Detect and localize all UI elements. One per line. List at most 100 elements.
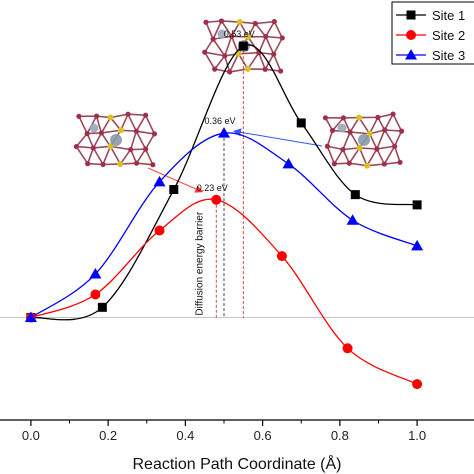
bond: [92, 147, 104, 165]
bond: [255, 20, 275, 25]
atom: [117, 161, 124, 168]
barrier-annotation: Diffusion energy barrier: [194, 211, 205, 315]
atom: [128, 146, 134, 153]
molecule-illustrations: [73, 18, 405, 169]
bond: [358, 147, 368, 166]
bond: [264, 53, 275, 70]
bond: [376, 145, 395, 150]
atom: [133, 160, 140, 166]
adatom: [89, 123, 99, 133]
bond: [349, 131, 361, 149]
atom: [252, 20, 258, 27]
peak-labels: 0.53 eV 0.36 eV 0.23 eV: [197, 29, 255, 193]
atom: [356, 114, 363, 121]
x-ticks: 0.0 0.2 0.4 0.6 0.8 1.0: [22, 420, 426, 443]
bond: [92, 132, 103, 149]
bond: [229, 68, 248, 73]
atom: [346, 160, 352, 166]
atom: [262, 66, 268, 72]
data-point-site-3: [153, 175, 166, 187]
annotation-arrows: [147, 128, 323, 193]
bond: [273, 21, 283, 39]
atom: [227, 69, 233, 75]
x-tick-label: 0.0: [22, 428, 40, 443]
data-point-site-3: [89, 268, 102, 279]
atom: [93, 113, 100, 119]
adatom: [358, 134, 370, 146]
atom: [279, 35, 285, 41]
legend-label: Site 2: [432, 28, 465, 43]
bond: [109, 145, 122, 165]
peak-label: 0.36 eV: [204, 116, 235, 126]
data-point-site-3: [24, 311, 37, 323]
atom: [392, 143, 398, 149]
arrow-site-2: [147, 167, 204, 193]
bond: [326, 145, 336, 165]
bond: [393, 130, 403, 147]
peak-label: 0.23 eV: [197, 183, 228, 193]
atom: [222, 53, 228, 59]
bond: [135, 114, 147, 132]
atom: [390, 111, 396, 117]
bond: [204, 51, 225, 57]
bond: [214, 55, 226, 70]
bond: [254, 23, 267, 38]
data-point-site-1: [296, 118, 306, 128]
atom: [107, 114, 114, 121]
bond: [144, 148, 154, 166]
x-tick-label: 0.8: [331, 428, 349, 443]
legend: Site 1 Site 2 Site 3: [391, 1, 474, 65]
bond: [238, 51, 259, 55]
atom: [381, 161, 387, 167]
bond: [265, 35, 283, 39]
atom: [100, 161, 106, 168]
bond: [272, 53, 282, 72]
atom: [398, 128, 405, 134]
data-point-site-1: [350, 190, 360, 200]
adatom: [337, 123, 347, 133]
atom: [202, 49, 208, 55]
bond: [376, 148, 386, 165]
bond: [127, 113, 138, 132]
bond: [75, 132, 88, 148]
atom: [397, 159, 403, 165]
atom: [76, 113, 82, 119]
data-point-site-3: [346, 214, 359, 225]
legend-marker: [405, 49, 417, 60]
data-point-site-2: [211, 194, 222, 205]
atom: [271, 51, 277, 57]
adatom: [217, 29, 227, 39]
bond: [221, 20, 240, 23]
bond: [228, 53, 240, 73]
series-line-site-2: [30, 198, 418, 385]
atom: [263, 34, 269, 40]
atom: [271, 19, 277, 25]
atom: [356, 144, 363, 151]
atom: [150, 162, 156, 168]
data-point-site-1: [97, 302, 107, 312]
bond: [392, 113, 403, 132]
bond: [376, 129, 386, 150]
data-point-site-2: [412, 379, 423, 390]
data-point-site-3: [218, 127, 230, 138]
atom: [125, 111, 131, 117]
bond: [95, 115, 103, 134]
bond: [384, 129, 396, 147]
barrier-guide-lines: [215, 46, 244, 318]
bond: [272, 37, 283, 55]
legend-marker: [406, 30, 416, 40]
bond: [342, 117, 351, 133]
bond: [76, 145, 94, 149]
atom: [329, 127, 336, 134]
atom: [212, 66, 218, 72]
bond: [144, 133, 156, 150]
atom: [98, 130, 105, 136]
atom: [375, 114, 381, 120]
atom: [278, 68, 284, 74]
atom: [236, 19, 243, 26]
bond: [86, 133, 95, 149]
bond: [144, 114, 156, 135]
data-point-site-2: [276, 251, 287, 262]
x-tick-label: 0.4: [176, 428, 194, 443]
